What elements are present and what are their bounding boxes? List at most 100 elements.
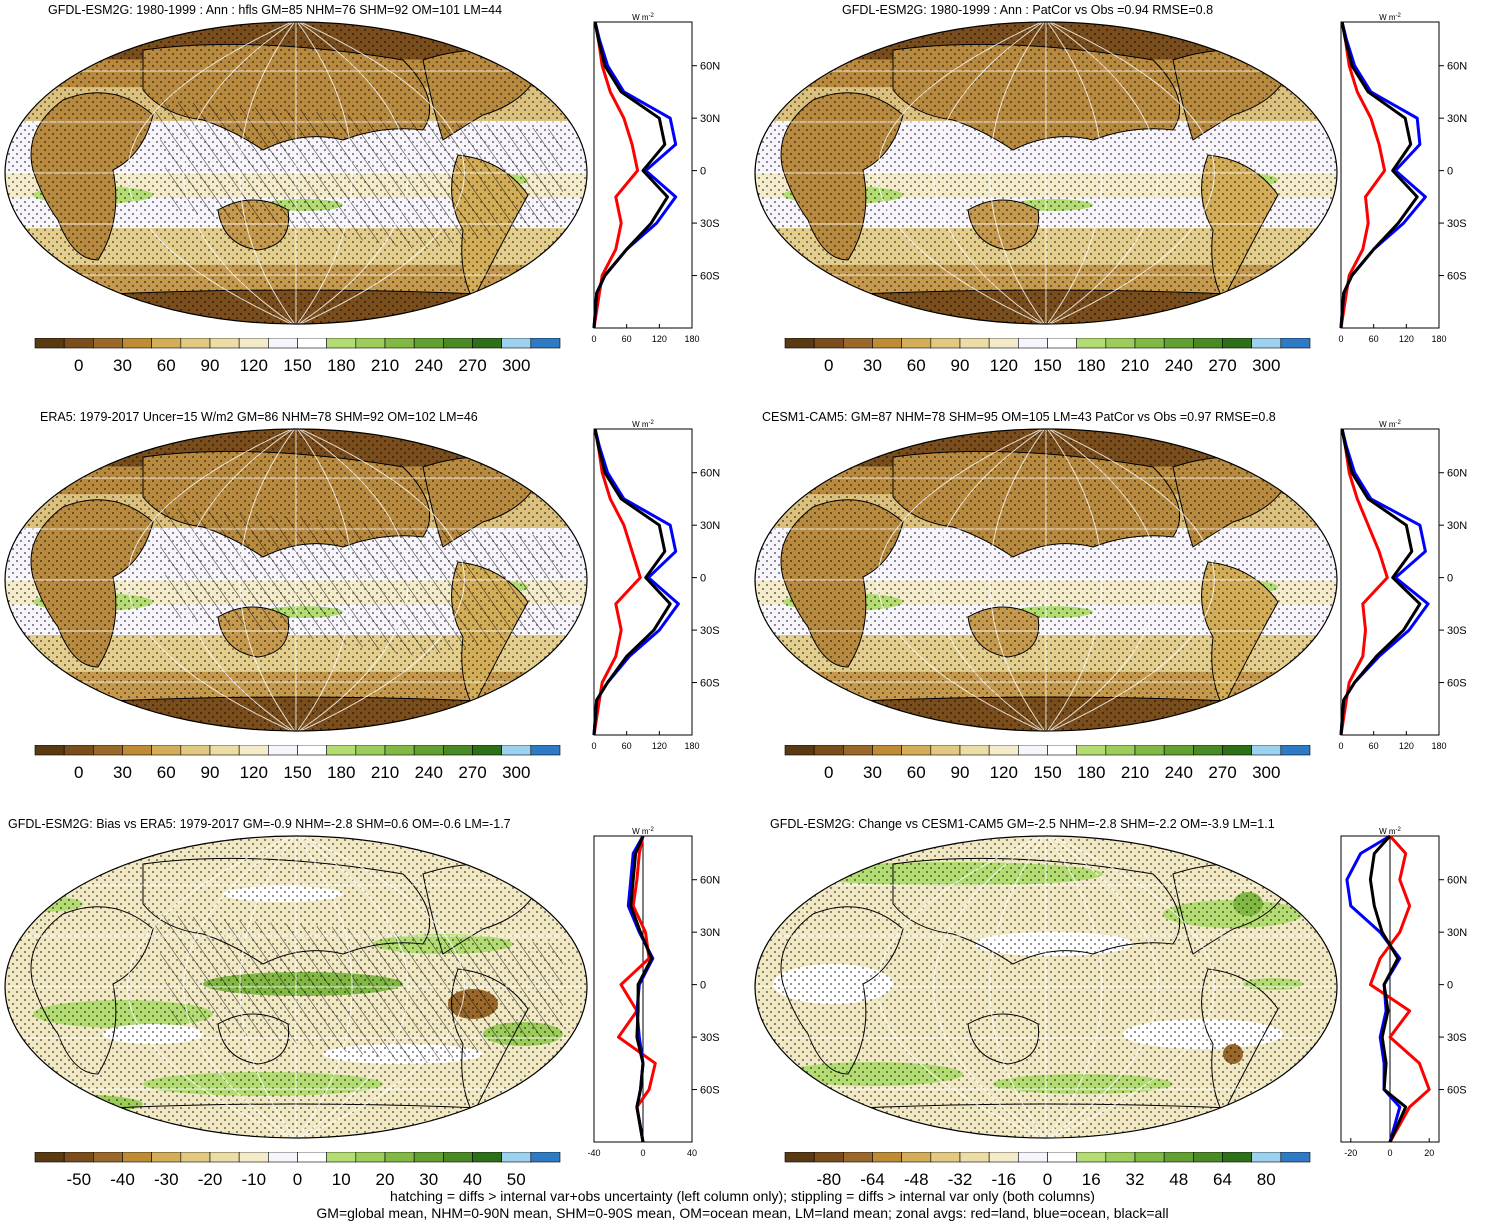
colorbar-label: 10 <box>332 1170 351 1189</box>
zonal-frame <box>1340 21 1440 329</box>
colorbar-label: 300 <box>502 763 530 782</box>
lat-label: 60N <box>1447 468 1467 480</box>
x-tick-label: 60 <box>622 334 632 344</box>
colorbar-label: 180 <box>1077 356 1105 375</box>
lat-label: 30N <box>700 113 720 125</box>
colorbar-swatch <box>501 1152 532 1163</box>
map-border <box>4 21 588 325</box>
colorbar-swatch <box>326 338 357 349</box>
lat-label: 0 <box>1447 166 1453 178</box>
colorbar-swatch <box>355 745 386 756</box>
lat-label: 60N <box>700 875 720 887</box>
colorbar-swatch <box>413 1152 444 1163</box>
lat-label: 0 <box>700 980 706 992</box>
colorbar-label: 16 <box>1082 1170 1101 1189</box>
lat-label: 30N <box>700 520 720 532</box>
map-panel-6 <box>754 835 1338 1139</box>
colorbar-label: -10 <box>241 1170 266 1189</box>
meridian <box>183 836 297 1138</box>
colorbar-label: 0 <box>824 356 833 375</box>
zonal-line-land <box>617 835 657 1143</box>
colorbar-swatch <box>180 745 211 756</box>
lat-label: 60N <box>1447 875 1467 887</box>
zonal-unit-label: W m-2 <box>1379 13 1401 22</box>
colorbar-swatch <box>34 1152 65 1163</box>
x-tick-label: 40 <box>687 1148 697 1158</box>
footnote-line-2: GM=global mean, NHM=0-90N mean, SHM=0-90… <box>316 1205 1169 1221</box>
colorbar-swatch <box>268 338 298 349</box>
colorbar-swatch <box>122 1152 152 1163</box>
colorbar-swatch <box>1105 745 1136 756</box>
panel-title-6: GFDL-ESM2G: Change vs CESM1-CAM5 GM=-2.5… <box>770 817 1275 831</box>
meridian <box>295 22 409 324</box>
x-tick-label: 120 <box>1399 334 1414 344</box>
x-tick-label: 120 <box>1399 741 1414 751</box>
colorbar-swatch <box>901 338 932 349</box>
colorbar-swatch <box>1163 745 1194 756</box>
x-tick-label: 180 <box>1431 334 1446 344</box>
colorbar-label: 20 <box>376 1170 395 1189</box>
colorbar-label: -48 <box>904 1170 929 1189</box>
x-tick-label: 20 <box>1424 1148 1434 1158</box>
lat-label: 30S <box>700 218 720 230</box>
zonal-unit-label: W m-2 <box>1379 827 1401 836</box>
colorbar-label: 120 <box>990 763 1018 782</box>
meridian <box>1045 22 1159 324</box>
colorbar-label: -40 <box>110 1170 135 1189</box>
lat-label: 60S <box>1447 271 1467 283</box>
colorbar-swatch <box>238 1152 269 1163</box>
colorbar-swatch <box>959 1152 990 1163</box>
colorbar-swatch <box>297 1152 327 1163</box>
colorbar-swatch <box>93 1152 123 1163</box>
colorbar-label: 240 <box>415 763 443 782</box>
lat-label: 60S <box>700 1085 720 1097</box>
colorbar-label: 30 <box>113 763 132 782</box>
colorbar-label: 90 <box>201 356 220 375</box>
colorbar-label: 0 <box>74 763 83 782</box>
lat-label: 30S <box>1447 1032 1467 1044</box>
colorbar-label: 120 <box>990 356 1018 375</box>
colorbar-label: 64 <box>1213 1170 1232 1189</box>
map-border <box>754 835 1338 1139</box>
colorbar-swatch <box>1280 338 1311 349</box>
x-tick-label: 180 <box>684 741 699 751</box>
colorbar-swatch <box>988 745 1019 756</box>
meridian <box>1045 836 1159 1138</box>
meridian <box>989 429 1047 731</box>
colorbar-swatch <box>959 745 990 756</box>
meridian <box>1045 429 1215 731</box>
zonal-line-land <box>1339 21 1387 329</box>
lat-label: 60S <box>700 271 720 283</box>
colorbar-swatch <box>1018 338 1048 349</box>
x-tick-label: 0 <box>591 741 596 751</box>
meridian <box>239 836 297 1138</box>
colorbar-label: 180 <box>327 356 355 375</box>
colorbar-swatch <box>930 745 961 756</box>
colorbar-label: 60 <box>157 356 176 375</box>
colorbar-swatch <box>1105 338 1136 349</box>
lat-label: 30N <box>1447 113 1467 125</box>
colorbar-label: 300 <box>1252 356 1280 375</box>
x-tick-label: 180 <box>1431 741 1446 751</box>
colorbar-swatch <box>1134 745 1165 756</box>
colorbar-label: 240 <box>415 356 443 375</box>
colorbar-swatch <box>1105 1152 1136 1163</box>
colorbar-label: 60 <box>157 763 176 782</box>
colorbar-swatch <box>151 745 182 756</box>
colorbar-swatch <box>472 745 502 756</box>
colorbar-swatch <box>1222 1152 1252 1163</box>
panel-title-4: CESM1-CAM5: GM=87 NHM=78 SHM=95 OM=105 L… <box>762 410 1276 424</box>
zonal-line-land <box>592 428 642 736</box>
lat-label: 60N <box>1447 61 1467 73</box>
colorbar-label: 30 <box>863 763 882 782</box>
zonal-unit-label: W m-2 <box>1379 420 1401 429</box>
colorbar-label: 30 <box>419 1170 438 1189</box>
colorbar-swatch <box>443 1152 473 1163</box>
colorbar-swatch <box>472 1152 502 1163</box>
footnote: hatching = diffs > internal var+obs unce… <box>0 1188 1485 1222</box>
meridian <box>127 22 297 324</box>
x-tick-label: 0 <box>1387 1148 1392 1158</box>
colorbar-swatch <box>930 1152 961 1163</box>
colorbar-label: 0 <box>74 356 83 375</box>
meridian <box>127 429 297 731</box>
